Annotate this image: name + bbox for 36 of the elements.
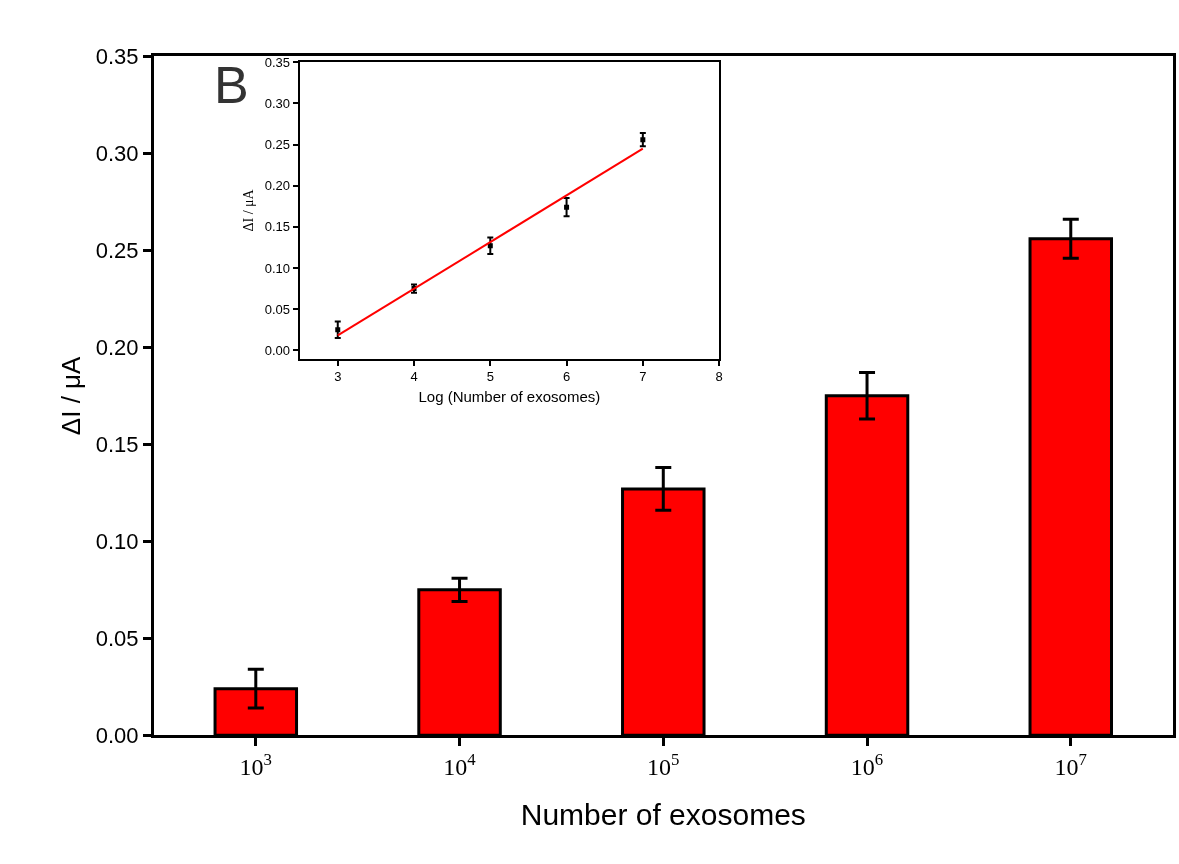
- point: [564, 204, 570, 210]
- y-tick-label: 0.25: [95, 238, 139, 264]
- x-tick-label: 10$^{3}$: [239, 749, 272, 781]
- y-tick-label: 0.10: [264, 260, 291, 276]
- x-tick-label: 3: [334, 369, 342, 385]
- x-tick-label: 6: [562, 369, 571, 385]
- y-tick-label: 0.35: [95, 44, 139, 70]
- annotation: B: [214, 56, 249, 114]
- y-axis-title: ΔI / μA: [56, 355, 87, 436]
- y-tick-label: 0.20: [95, 335, 139, 361]
- point: [640, 137, 646, 143]
- y-tick-label: 0.30: [95, 141, 139, 167]
- x-tick-label: 10$^{5}$: [647, 749, 680, 781]
- x-tick-label: 10$^{6}$: [850, 749, 884, 781]
- y-tick-label: 0.05: [264, 301, 291, 317]
- y-tick-label: 0.05: [95, 625, 139, 651]
- x-tick-label: 5: [486, 369, 494, 385]
- y-tick-label: 0.10: [95, 528, 139, 554]
- y-tick-label: 0.15: [95, 432, 139, 458]
- point: [335, 327, 341, 333]
- y-axis-title: ΔI / μA: [240, 188, 256, 232]
- x-tick-label: 8: [715, 369, 723, 385]
- x-axis-title: Number of exosomes: [520, 797, 806, 831]
- y-tick-label: 0.30: [264, 96, 291, 112]
- y-tick-label: 0.00: [264, 342, 291, 358]
- y-tick-label: 0.35: [264, 54, 291, 70]
- x-tick-label: 4: [410, 369, 418, 385]
- x-tick-label: 10$^{4}$: [443, 749, 477, 781]
- y-tick-label: 0.00: [95, 722, 139, 748]
- y-tick-label: 0.25: [264, 137, 291, 153]
- y-tick-label: 0.20: [264, 178, 291, 194]
- x-tick-label: 10$^{7}$: [1054, 749, 1087, 781]
- x-axis-title: Log (Number of exosomes): [418, 387, 601, 405]
- point: [487, 243, 493, 249]
- x-tick-label: 7: [639, 369, 647, 385]
- y-tick-label: 0.15: [264, 219, 291, 235]
